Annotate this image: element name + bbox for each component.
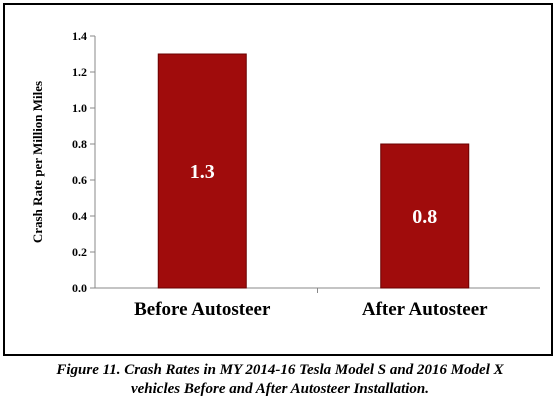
y-tick-label: 0.8 <box>72 137 87 151</box>
figure-caption: Figure 11. Crash Rates in MY 2014-16 Tes… <box>0 361 560 399</box>
bar <box>157 53 247 289</box>
bar-data-label: 1.3 <box>190 161 215 183</box>
y-tick-label: 1.2 <box>72 65 87 79</box>
x-category-label: Before Autosteer <box>134 299 271 320</box>
bar <box>380 143 470 289</box>
y-tick-label: 1.4 <box>72 29 87 43</box>
y-tick-label: 1.0 <box>72 101 87 115</box>
y-axis-title: Crash Rate per Million Miles <box>30 81 45 243</box>
y-tick-label: 0.2 <box>72 245 87 259</box>
caption-line-1: Figure 11. Crash Rates in MY 2014-16 Tes… <box>56 362 504 378</box>
chart-frame: 0.0 0.2 0.4 0.6 0.8 1.0 1.2 1.4 Crash Rate per M… <box>3 3 553 356</box>
caption-line-2: vehicles Before and After Autosteer Inst… <box>130 381 430 397</box>
y-tick-label: 0.6 <box>72 173 87 187</box>
y-tick-label: 0.0 <box>72 281 87 295</box>
bar-data-label: 0.8 <box>412 206 437 228</box>
y-tick-label: 0.4 <box>72 209 87 223</box>
bar-chart: 0.0 0.2 0.4 0.6 0.8 1.0 1.2 1.4 Crash Rate per M… <box>30 29 540 320</box>
x-category-label: After Autosteer <box>362 299 488 320</box>
